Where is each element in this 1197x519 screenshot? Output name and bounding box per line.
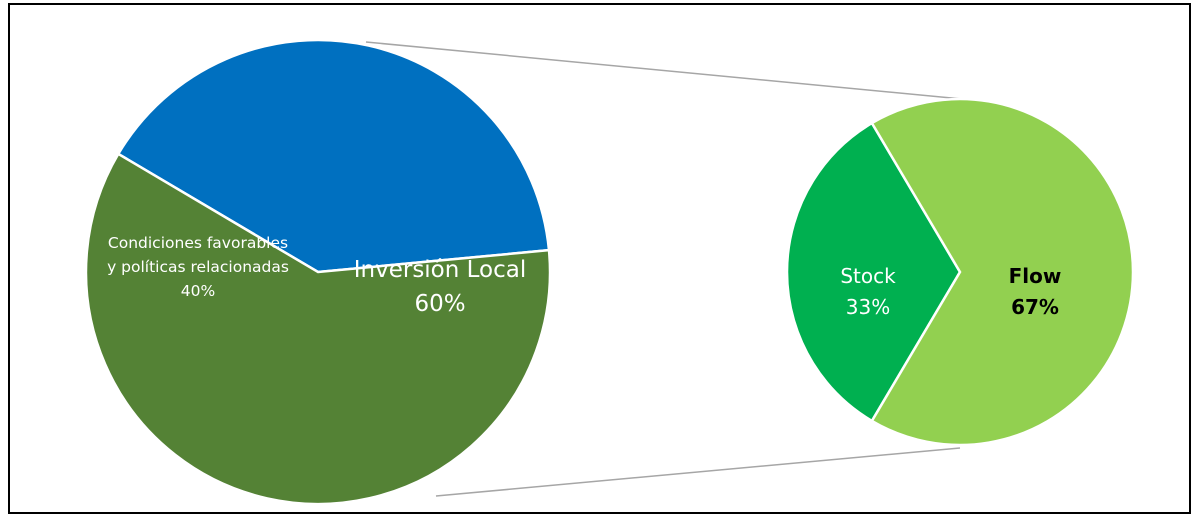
data-label-inversión-local: Inversión Local 60% <box>354 257 527 317</box>
data-label-flow: Flow 67% <box>1009 264 1062 319</box>
main-pie: Condiciones favorables y políticas relaci… <box>84 38 552 506</box>
label-percent: 40% <box>181 282 215 300</box>
label-percent: 67% <box>1011 295 1059 319</box>
label-percent: 33% <box>846 295 890 319</box>
label-name-line: Condiciones favorables <box>108 234 288 252</box>
label-name-line: Flow <box>1009 264 1062 288</box>
label-percent: 60% <box>414 291 465 317</box>
data-label-condiciones-favorables-y-políticas-relacionadas: Condiciones favorables y políticas relaci… <box>107 234 289 300</box>
data-label-stock: Stock 33% <box>840 264 896 319</box>
label-name-line: Stock <box>840 264 896 288</box>
slice-condiciones-favorables-y-políticas-relacionadas <box>116 38 551 274</box>
slice-inversión-local <box>84 152 552 506</box>
label-name-line: y políticas relacionadas <box>107 258 289 276</box>
slice-flow <box>870 97 1135 447</box>
connector-line-top <box>365 41 963 100</box>
label-name-line: Inversión Local <box>354 257 527 283</box>
secondary-pie: Stock 33% Flow 67% <box>785 97 1135 447</box>
connector-line-bottom <box>435 447 961 497</box>
slice-stock <box>785 121 962 423</box>
